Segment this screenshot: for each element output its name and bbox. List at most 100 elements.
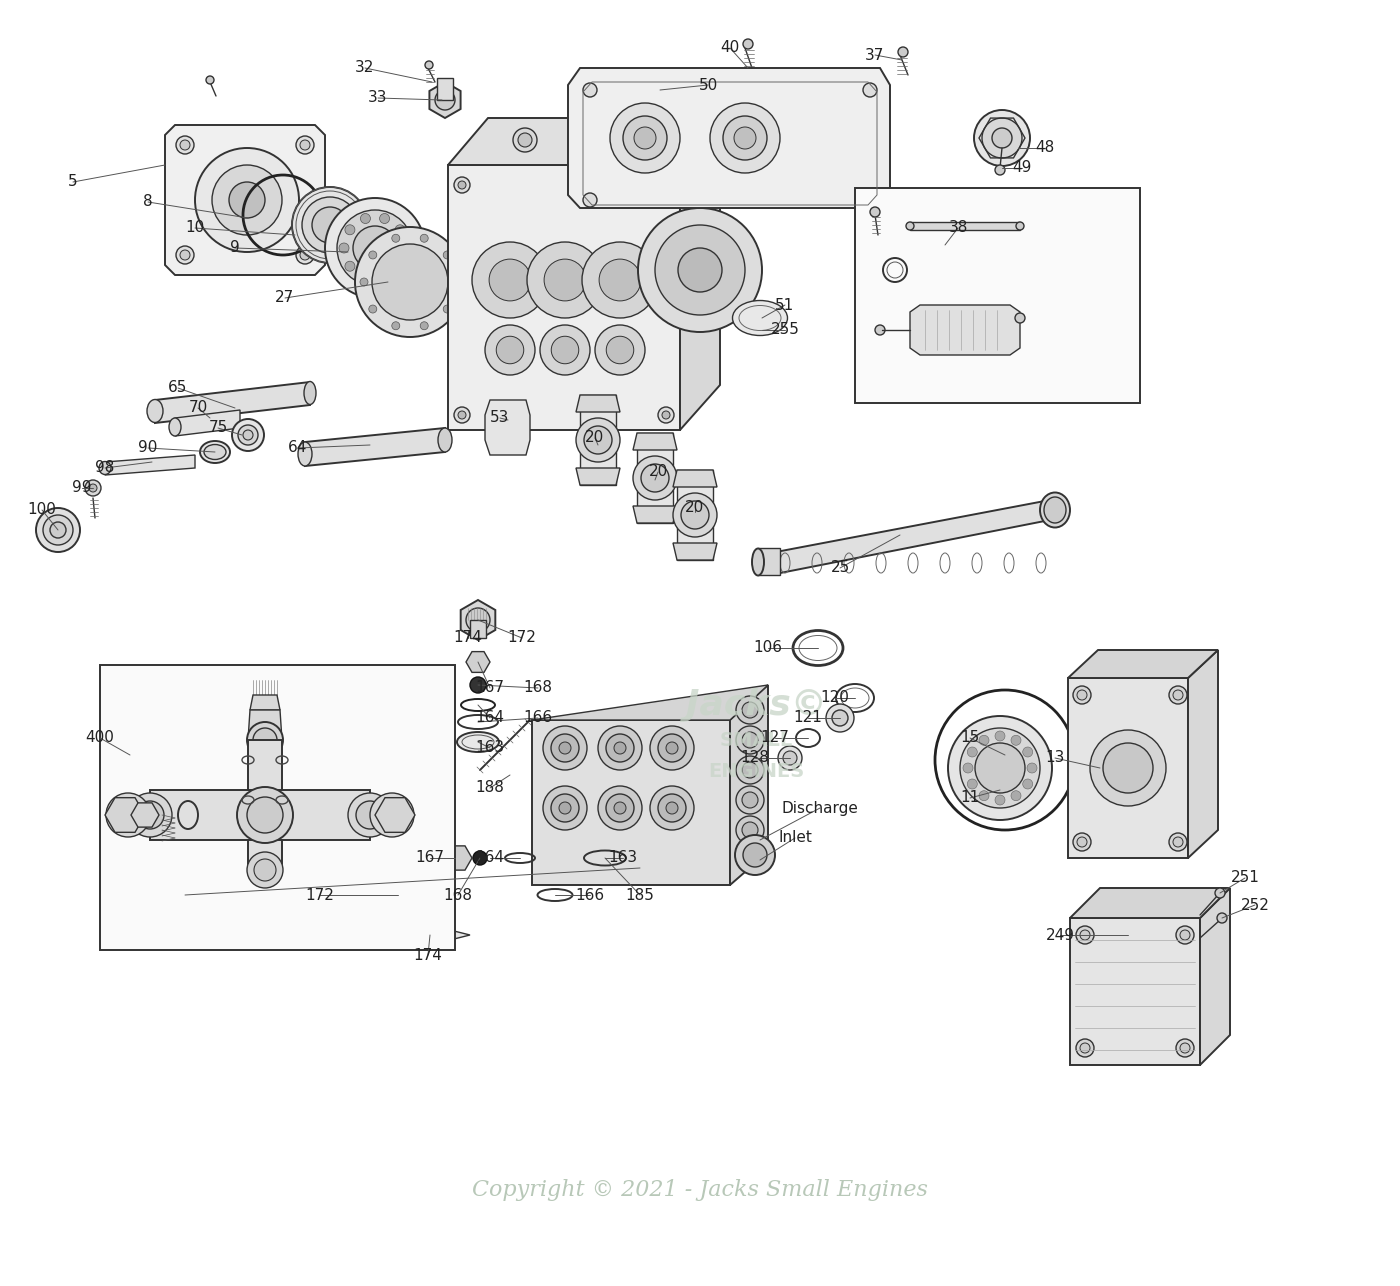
Ellipse shape xyxy=(1044,496,1065,523)
Ellipse shape xyxy=(304,382,316,405)
Text: 51: 51 xyxy=(776,297,795,312)
Circle shape xyxy=(1180,1043,1190,1053)
Polygon shape xyxy=(150,790,370,840)
Circle shape xyxy=(1173,691,1183,700)
Circle shape xyxy=(295,136,314,154)
Circle shape xyxy=(673,493,717,538)
Circle shape xyxy=(826,703,854,732)
Circle shape xyxy=(466,608,490,631)
Circle shape xyxy=(540,325,589,376)
Text: 99: 99 xyxy=(73,481,92,495)
Polygon shape xyxy=(461,601,496,640)
Ellipse shape xyxy=(298,442,312,466)
Circle shape xyxy=(1079,930,1091,940)
Circle shape xyxy=(710,103,780,174)
Circle shape xyxy=(862,84,876,96)
Circle shape xyxy=(974,743,1025,793)
Text: 38: 38 xyxy=(948,220,967,235)
Circle shape xyxy=(582,84,596,96)
Circle shape xyxy=(1023,747,1033,757)
Ellipse shape xyxy=(752,549,764,576)
Circle shape xyxy=(742,822,757,838)
Circle shape xyxy=(643,114,666,139)
Text: 166: 166 xyxy=(575,887,605,903)
Text: 10: 10 xyxy=(185,220,204,235)
Circle shape xyxy=(650,786,694,829)
Text: 167: 167 xyxy=(416,850,445,865)
Circle shape xyxy=(1077,1039,1093,1057)
Circle shape xyxy=(735,835,776,874)
Circle shape xyxy=(1091,730,1166,806)
Circle shape xyxy=(90,484,97,493)
Circle shape xyxy=(106,793,150,837)
Circle shape xyxy=(1072,833,1091,851)
Text: Inlet: Inlet xyxy=(778,831,812,845)
Circle shape xyxy=(395,225,405,235)
Polygon shape xyxy=(637,433,673,523)
Circle shape xyxy=(680,502,708,529)
Circle shape xyxy=(246,797,283,833)
Circle shape xyxy=(353,226,398,270)
Circle shape xyxy=(1077,926,1093,944)
Circle shape xyxy=(722,116,767,159)
Circle shape xyxy=(552,734,580,763)
Circle shape xyxy=(960,728,1040,808)
Polygon shape xyxy=(575,468,620,485)
Circle shape xyxy=(742,763,757,778)
Text: 32: 32 xyxy=(356,60,375,76)
Polygon shape xyxy=(532,720,729,885)
Polygon shape xyxy=(448,118,720,165)
Text: 188: 188 xyxy=(476,781,504,796)
Polygon shape xyxy=(248,739,281,871)
Circle shape xyxy=(666,802,678,814)
Circle shape xyxy=(995,795,1005,805)
Polygon shape xyxy=(729,685,769,885)
Circle shape xyxy=(458,412,466,419)
Text: 185: 185 xyxy=(626,887,654,903)
Text: 168: 168 xyxy=(444,887,473,903)
Circle shape xyxy=(337,210,413,285)
Text: 20: 20 xyxy=(648,464,668,480)
Text: Jacks©: Jacks© xyxy=(686,688,826,721)
Polygon shape xyxy=(673,469,717,487)
Circle shape xyxy=(995,165,1005,175)
Text: 106: 106 xyxy=(753,640,783,656)
Circle shape xyxy=(662,181,671,189)
Text: 100: 100 xyxy=(28,503,56,517)
Polygon shape xyxy=(105,797,146,832)
Circle shape xyxy=(543,727,587,770)
Circle shape xyxy=(582,242,658,318)
Circle shape xyxy=(633,457,678,500)
Text: 252: 252 xyxy=(1240,898,1270,913)
Polygon shape xyxy=(165,125,325,275)
Text: 70: 70 xyxy=(189,400,207,415)
Circle shape xyxy=(472,242,547,318)
Circle shape xyxy=(360,273,371,283)
Circle shape xyxy=(545,258,587,301)
Text: 50: 50 xyxy=(699,77,718,93)
Circle shape xyxy=(1077,837,1086,847)
Text: 163: 163 xyxy=(476,741,504,755)
Text: 5: 5 xyxy=(69,175,78,189)
Polygon shape xyxy=(673,543,717,559)
Circle shape xyxy=(615,742,626,754)
Circle shape xyxy=(206,76,214,84)
Text: 400: 400 xyxy=(85,730,115,746)
Circle shape xyxy=(253,728,277,752)
Circle shape xyxy=(666,742,678,754)
Circle shape xyxy=(783,751,797,765)
Circle shape xyxy=(420,322,428,329)
Circle shape xyxy=(300,249,309,260)
Circle shape xyxy=(395,261,405,271)
Circle shape xyxy=(963,763,973,773)
Circle shape xyxy=(1015,312,1025,323)
Circle shape xyxy=(598,727,643,770)
Circle shape xyxy=(379,273,389,283)
Circle shape xyxy=(344,261,356,271)
Text: 172: 172 xyxy=(508,630,536,646)
Text: 13: 13 xyxy=(1046,751,1064,765)
Ellipse shape xyxy=(438,428,452,451)
Text: 172: 172 xyxy=(305,887,335,903)
Circle shape xyxy=(967,779,977,790)
Circle shape xyxy=(658,793,686,822)
